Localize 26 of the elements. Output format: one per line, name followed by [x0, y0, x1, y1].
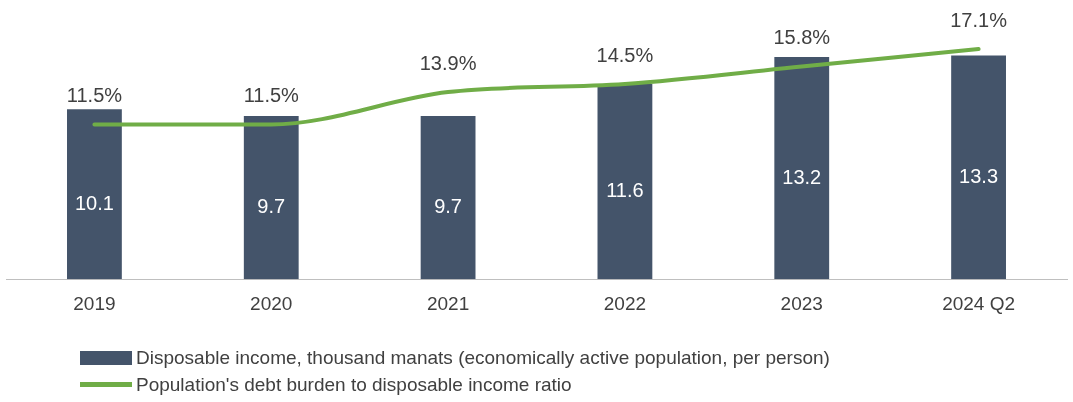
data-label: 9.7	[434, 195, 462, 218]
legend-label: Population's debt burden to disposable income ratio	[136, 373, 572, 397]
data-label: 11.5%	[243, 83, 300, 106]
data-label: 13.9%	[419, 51, 477, 74]
x-tick-label: 2023	[780, 292, 823, 314]
bar	[774, 57, 830, 280]
x-tick-label: 2021	[426, 292, 470, 314]
bar	[243, 116, 299, 280]
data-label: 9.7	[257, 195, 286, 218]
data-label: 14.5%	[596, 43, 654, 66]
x-tick-label: 2020	[250, 292, 293, 314]
data-label: 13.3	[959, 164, 999, 187]
bar	[597, 84, 653, 280]
data-label: 10.1	[74, 191, 114, 214]
data-label: 11.5%	[66, 83, 123, 106]
data-label: 11.6	[606, 179, 644, 202]
bar	[951, 55, 1006, 280]
data-label: 17.1%	[950, 8, 1008, 31]
data-label: 15.8%	[773, 26, 831, 49]
data-label: 13.2	[782, 165, 822, 188]
x-tick-label: 2019	[73, 292, 116, 314]
bar	[67, 109, 122, 280]
bar	[420, 116, 476, 280]
x-tick-label: 2022	[603, 292, 647, 314]
legend-label: Disposable income, thousand manats (economically active population, per person)	[136, 346, 830, 370]
x-tick-label: 2024 Q2	[942, 292, 1016, 314]
